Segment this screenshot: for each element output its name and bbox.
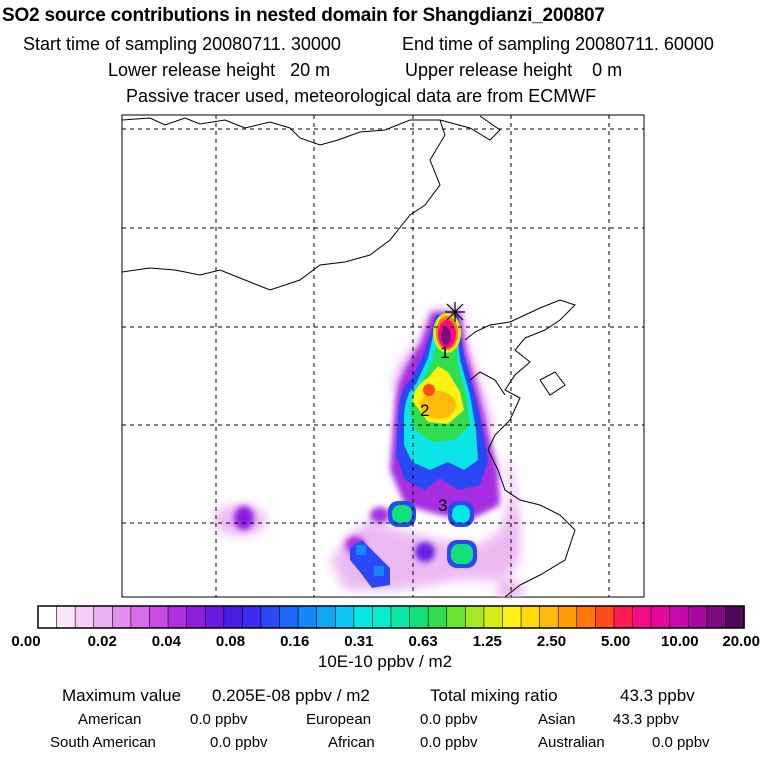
region-value-australian: 0.0 ppbv bbox=[652, 734, 710, 751]
colorbar bbox=[37, 605, 745, 629]
total-mixing-label: Total mixing ratio bbox=[430, 686, 558, 705]
chart-title: SO2 source contributions in nested domai… bbox=[2, 5, 605, 26]
colorbar-cell bbox=[56, 605, 76, 629]
colorbar-tick-label: 0.16 bbox=[280, 633, 309, 650]
colorbar-cell bbox=[725, 605, 745, 629]
colorbar-cell bbox=[539, 605, 559, 629]
plume-field bbox=[214, 310, 524, 597]
end-time-label: End time of sampling 20080711. 60000 bbox=[402, 34, 714, 54]
colorbar-tick-label: 2.50 bbox=[537, 633, 566, 650]
colorbar-cell bbox=[316, 605, 336, 629]
region-value-south-american: 0.0 ppbv bbox=[210, 734, 268, 751]
colorbar-cell bbox=[632, 605, 652, 629]
colorbar-cell bbox=[93, 605, 114, 629]
colorbar-tick-label: 10.00 bbox=[661, 633, 699, 650]
colorbar-tick-label: 0.00 bbox=[11, 633, 40, 650]
colorbar-cell bbox=[502, 605, 522, 629]
upper-release-label: Upper release height 0 m bbox=[405, 60, 623, 80]
gridlines bbox=[122, 115, 644, 597]
colorbar-cell bbox=[483, 605, 504, 629]
colorbar-tick-label: 20.00 bbox=[722, 633, 760, 650]
colorbar-tick-label: 0.04 bbox=[152, 633, 182, 650]
coastline bbox=[122, 115, 576, 597]
colorbar-cell bbox=[242, 605, 262, 629]
colorbar-cell bbox=[112, 605, 132, 629]
colorbar-cell bbox=[446, 605, 467, 629]
region-value-african: 0.0 ppbv bbox=[420, 734, 478, 751]
colorbar-tick-label: 0.63 bbox=[408, 633, 437, 650]
colorbar-cell bbox=[409, 605, 429, 629]
region-label-1: 1 bbox=[440, 343, 449, 362]
colorbar-cell bbox=[372, 605, 392, 629]
colorbar-tick-label: 0.02 bbox=[88, 633, 117, 650]
colorbar-tick-label: 0.31 bbox=[344, 633, 373, 650]
max-value-label: Maximum value bbox=[62, 686, 182, 705]
colorbar-unit: 10E-10 ppbv / m2 bbox=[317, 652, 453, 671]
colorbar-cell bbox=[613, 605, 634, 629]
region-name-european: European bbox=[306, 711, 372, 728]
colorbar-tick-labels: 0.00 0.02 0.04 0.08 0.16 0.31 0.63 1.25 2.50 5.00… bbox=[11, 633, 760, 650]
colorbar-cell bbox=[297, 605, 318, 629]
colorbar-cell bbox=[74, 605, 95, 629]
total-mixing-value: 43.3 ppbv bbox=[620, 686, 695, 705]
colorbar-cell bbox=[334, 605, 355, 629]
start-time-label: Start time of sampling 20080711. 30000 bbox=[23, 34, 341, 54]
colorbar-tick-label: 5.00 bbox=[601, 633, 630, 650]
colorbar-cell bbox=[37, 605, 58, 629]
colorbar-cell bbox=[260, 605, 281, 629]
colorbar-tick-label: 1.25 bbox=[473, 633, 502, 650]
region-name-asian: Asian bbox=[538, 711, 576, 728]
region-labels: 1 2 3 bbox=[420, 343, 449, 515]
colorbar-cell bbox=[167, 605, 188, 629]
receptor-marker bbox=[445, 302, 465, 322]
colorbar-cell bbox=[223, 605, 244, 629]
colorbar-cell bbox=[130, 605, 151, 629]
colorbar-cell bbox=[390, 605, 411, 629]
colorbar-cell bbox=[186, 605, 206, 629]
max-value: 0.205E-08 ppbv / m2 bbox=[212, 686, 370, 705]
colorbar-cell bbox=[279, 605, 299, 629]
colorbar-cell bbox=[557, 605, 578, 629]
region-label-3: 3 bbox=[438, 496, 447, 515]
colorbar-cell bbox=[520, 605, 541, 629]
region-name-american: American bbox=[78, 711, 142, 728]
colorbar-cell bbox=[650, 605, 671, 629]
region-name-south-american: South American bbox=[50, 734, 156, 751]
colorbar-cell bbox=[595, 605, 615, 629]
colorbar-cell bbox=[706, 605, 727, 629]
colorbar-cell bbox=[465, 605, 485, 629]
colorbar-cell bbox=[149, 605, 169, 629]
tracer-label: Passive tracer used, meteorological data… bbox=[126, 86, 597, 106]
region-value-european: 0.0 ppbv bbox=[420, 711, 478, 728]
colorbar-cell bbox=[687, 605, 708, 629]
lower-release-label: Lower release height 20 m bbox=[108, 60, 331, 80]
region-value-asian: 43.3 ppbv bbox=[613, 711, 679, 728]
colorbar-frame bbox=[37, 605, 745, 629]
colorbar-cell bbox=[669, 605, 689, 629]
colorbar-cell bbox=[576, 605, 597, 629]
region-name-african: African bbox=[328, 734, 375, 751]
region-value-american: 0.0 ppbv bbox=[190, 711, 248, 728]
colorbar-cell bbox=[204, 605, 225, 629]
region-name-australian: Australian bbox=[538, 734, 605, 751]
colorbar-tick-label: 0.08 bbox=[216, 633, 245, 650]
colorbar-cell bbox=[353, 605, 374, 629]
colorbar-cell bbox=[427, 605, 448, 629]
region-label-2: 2 bbox=[420, 401, 429, 420]
